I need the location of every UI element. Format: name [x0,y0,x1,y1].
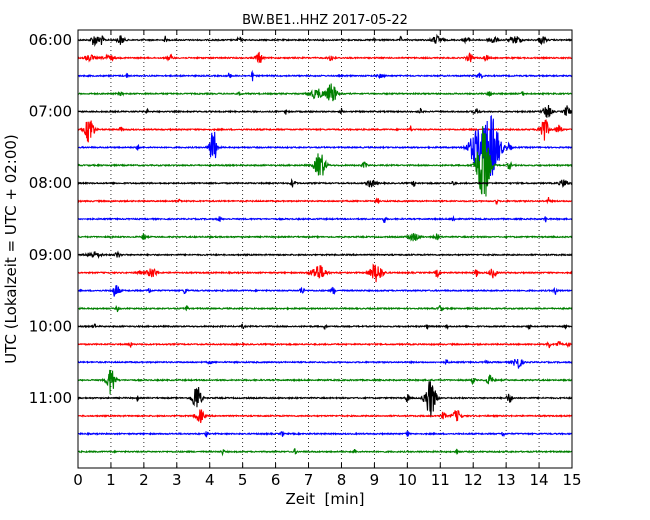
x-axis-ticks: 0 1 2 3 4 5 6 7 8 9 10 11 12 13 14 15 [73,30,582,489]
trace-row-0730 [77,114,573,176]
x-tick-label: 2 [139,471,149,489]
trace-row-0830 [77,215,573,223]
y-tick-label: 10:00 [29,317,72,335]
x-tick-label: 14 [530,471,549,489]
trace-row-1000 [77,323,573,331]
y-tick-label: 09:00 [29,246,72,264]
x-tick-label: 3 [172,471,182,489]
trace-row-1030 [77,358,573,369]
y-tick-label: 08:00 [29,174,72,192]
trace-row-1015 [77,341,573,349]
trace-row-0600 [77,33,573,48]
trace-row-0900 [77,250,573,259]
chart-title: BW.BE1..HHZ 2017-05-22 [242,13,408,28]
trace-row-0745 [77,126,573,197]
x-tick-label: 0 [73,471,83,489]
x-tick-label: 8 [337,471,347,489]
trace-rows [77,33,573,457]
y-tick-label: 06:00 [29,31,72,49]
x-tick-label: 7 [304,471,314,489]
trace-row-0800 [77,177,573,188]
trace-row-1115 [77,409,573,424]
y-tick-label: 11:00 [29,389,72,407]
trace-row-0930 [77,285,573,297]
trace-row-0615 [77,51,573,64]
trace-row-0945 [77,304,573,313]
trace-row-0630 [77,69,573,82]
trace-row-1045 [77,369,573,395]
x-tick-label: 12 [464,471,483,489]
x-tick-label: 5 [238,471,248,489]
trace-row-0915 [77,263,573,283]
trace-row-0845 [77,233,573,242]
trace-row-0645 [77,83,573,102]
trace-row-1100 [77,381,573,418]
x-tick-label: 9 [370,471,380,489]
y-tick-label: 07:00 [29,103,72,121]
trace-row-0815 [77,196,573,206]
x-tick-label: 10 [398,471,417,489]
x-tick-label: 13 [497,471,516,489]
trace-row-0715 [77,119,573,143]
y-axis-label: UTC (Lokalzeit = UTC + 02:00) [2,134,20,364]
x-tick-label: 11 [431,471,450,489]
x-tick-label: 1 [106,471,116,489]
y-axis-ticks: 06:00 07:00 08:00 09:00 10:00 11:00 [29,31,83,407]
x-tick-label: 6 [271,471,281,489]
x-tick-label: 15 [562,471,581,489]
trace-row-1145 [77,447,573,457]
plot-frame [77,29,573,469]
x-axis-label: Zeit [min] [285,490,364,508]
trace-row-0700 [77,105,573,118]
trace-row-1130 [77,430,573,438]
x-tick-label: 4 [205,471,215,489]
